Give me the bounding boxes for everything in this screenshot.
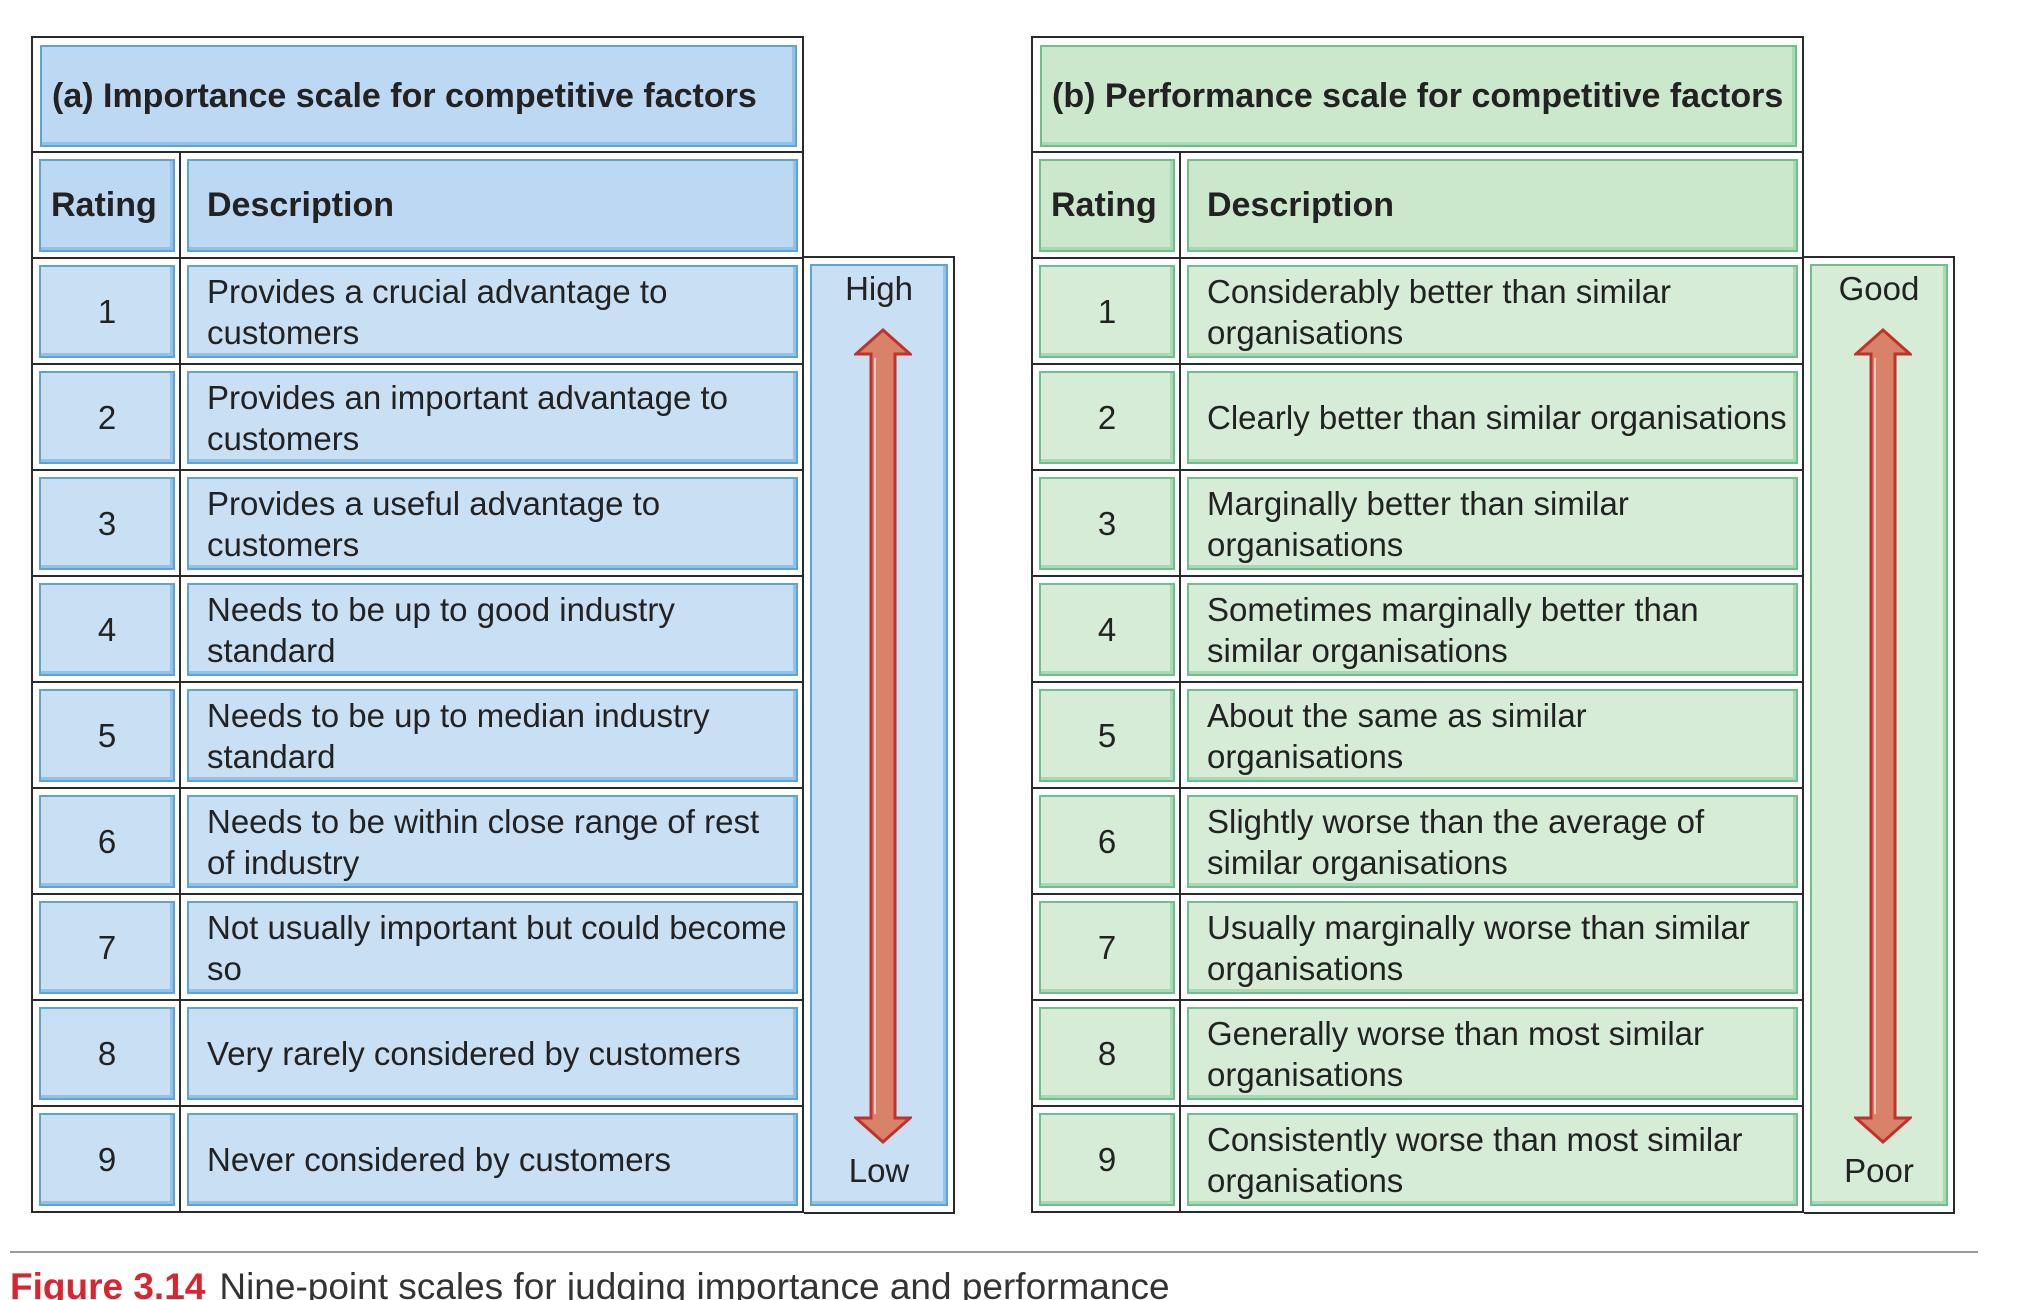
table-row: 1 Considerably better than similar organ… (1033, 257, 1802, 363)
table-row: 8 Very rarely considered by customers (33, 999, 802, 1105)
panel-title: (b) Performance scale for competitive fa… (1040, 45, 1797, 147)
table-row: 8 Generally worse than most similar orga… (1033, 999, 1802, 1105)
figure-caption-text: Nine-point scales for judging importance… (219, 1266, 1170, 1300)
table-row: 2 Clearly better than similar organisati… (1033, 363, 1802, 469)
description-cell: Usually marginally worse than similar or… (1187, 901, 1798, 994)
importance-scale-column: High Low (804, 256, 955, 1214)
description-cell: Marginally better than similar organisat… (1187, 477, 1798, 570)
description-cell: Provides a useful advantage to customers (187, 477, 798, 570)
table-header-row: Rating Description (1033, 153, 1802, 257)
performance-table: Rating Description 1 Considerably better… (1031, 151, 1804, 1213)
rating-cell: 3 (1039, 477, 1175, 570)
rating-cell: 9 (39, 1113, 175, 1206)
rating-cell: 8 (1039, 1007, 1175, 1100)
table-row: 9 Never considered by customers (33, 1105, 802, 1211)
rating-cell: 9 (1039, 1113, 1175, 1206)
description-cell: Needs to be up to good industry standard (187, 583, 798, 676)
description-cell: Clearly better than similar organisation… (1187, 371, 1798, 464)
description-cell: Provides a crucial advantage to customer… (187, 265, 798, 358)
table-row: 4 Sometimes marginally better than simil… (1033, 575, 1802, 681)
description-cell: Very rarely considered by customers (187, 1007, 798, 1100)
scale-poor-label: Poor (1844, 1152, 1914, 1189)
rating-cell: 3 (39, 477, 175, 570)
rating-cell: 2 (1039, 371, 1175, 464)
table-row: 6 Slightly worse than the average of sim… (1033, 787, 1802, 893)
table-row: 6 Needs to be within close range of rest… (33, 787, 802, 893)
panel-title: (a) Importance scale for competitive fac… (40, 45, 797, 147)
description-column-header: Description (1187, 159, 1798, 252)
table-row: 2 Provides an important advantage to cus… (33, 363, 802, 469)
table-row: 9 Consistently worse than most similar o… (1033, 1105, 1802, 1211)
importance-table: Rating Description 1 Provides a crucial … (31, 151, 804, 1213)
double-arrow-icon (1854, 328, 1912, 1144)
double-arrow-icon (854, 328, 912, 1144)
rating-cell: 1 (39, 265, 175, 358)
rating-cell: 7 (39, 901, 175, 994)
table-row: 7 Not usually important but could become… (33, 893, 802, 999)
table-row: 7 Usually marginally worse than similar … (1033, 893, 1802, 999)
rating-cell: 7 (1039, 901, 1175, 994)
description-cell: Needs to be up to median industry standa… (187, 689, 798, 782)
table-row: 5 About the same as similar organisation… (1033, 681, 1802, 787)
description-cell: Consistently worse than most similar org… (1187, 1113, 1798, 1206)
description-cell: Sometimes marginally better than similar… (1187, 583, 1798, 676)
scale-good-label: Good (1838, 270, 1920, 307)
description-cell: Considerably better than similar organis… (1187, 265, 1798, 358)
performance-scale-column: Good Poor (1804, 256, 1955, 1214)
rating-cell: 2 (39, 371, 175, 464)
rating-cell: 6 (1039, 795, 1175, 888)
description-cell: Slightly worse than the average of simil… (1187, 795, 1798, 888)
table-row: 4 Needs to be up to good industry standa… (33, 575, 802, 681)
caption-divider (10, 1251, 1978, 1253)
rating-cell: 4 (1039, 583, 1175, 676)
table-row: 3 Provides a useful advantage to custome… (33, 469, 802, 575)
figure-caption: Figure 3.14 Nine-point scales for judging… (10, 1266, 1170, 1300)
panel-title-box: (a) Importance scale for competitive fac… (31, 36, 804, 151)
rating-cell: 4 (39, 583, 175, 676)
description-cell: Needs to be within close range of rest o… (187, 795, 798, 888)
scale-high-label: High (845, 270, 913, 307)
description-cell: About the same as similar organisations (1187, 689, 1798, 782)
table-row: 5 Needs to be up to median industry stan… (33, 681, 802, 787)
table-row: 3 Marginally better than similar organis… (1033, 469, 1802, 575)
scale-low-label: Low (848, 1152, 910, 1189)
rating-cell: 6 (39, 795, 175, 888)
description-cell: Generally worse than most similar organi… (1187, 1007, 1798, 1100)
rating-cell: 8 (39, 1007, 175, 1100)
description-cell: Provides an important advantage to custo… (187, 371, 798, 464)
table-header-row: Rating Description (33, 153, 802, 257)
rating-column-header: Rating (1039, 159, 1175, 252)
description-cell: Never considered by customers (187, 1113, 798, 1206)
figure-label: Figure 3.14 (10, 1266, 206, 1300)
rating-cell: 5 (39, 689, 175, 782)
rating-cell: 1 (1039, 265, 1175, 358)
rating-cell: 5 (1039, 689, 1175, 782)
description-column-header: Description (187, 159, 798, 252)
table-row: 1 Provides a crucial advantage to custom… (33, 257, 802, 363)
rating-column-header: Rating (39, 159, 175, 252)
panel-title-box: (b) Performance scale for competitive fa… (1031, 36, 1804, 151)
description-cell: Not usually important but could become s… (187, 901, 798, 994)
